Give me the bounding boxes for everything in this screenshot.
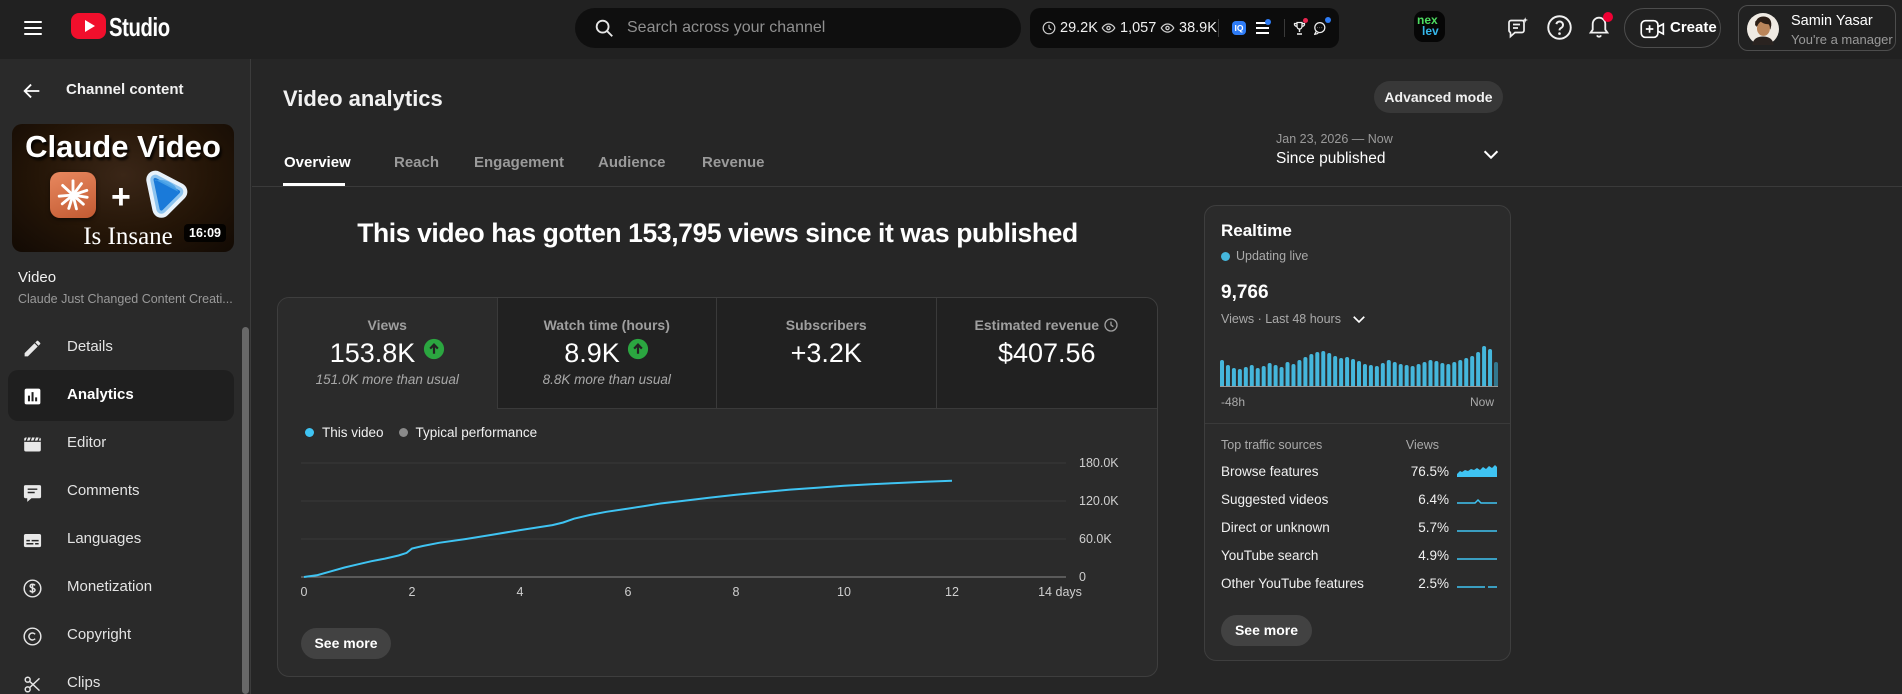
svg-text:12: 12	[945, 585, 959, 599]
svg-text:0: 0	[301, 585, 308, 599]
svg-text:60.0K: 60.0K	[1079, 532, 1112, 546]
svg-text:10: 10	[837, 585, 851, 599]
svg-text:4: 4	[517, 585, 524, 599]
svg-text:0: 0	[1079, 570, 1086, 584]
svg-text:8: 8	[733, 585, 740, 599]
svg-text:120.0K: 120.0K	[1079, 494, 1119, 508]
svg-text:180.0K: 180.0K	[1079, 456, 1119, 470]
svg-text:14 days: 14 days	[1038, 585, 1082, 599]
svg-text:6: 6	[625, 585, 632, 599]
svg-text:2: 2	[409, 585, 416, 599]
